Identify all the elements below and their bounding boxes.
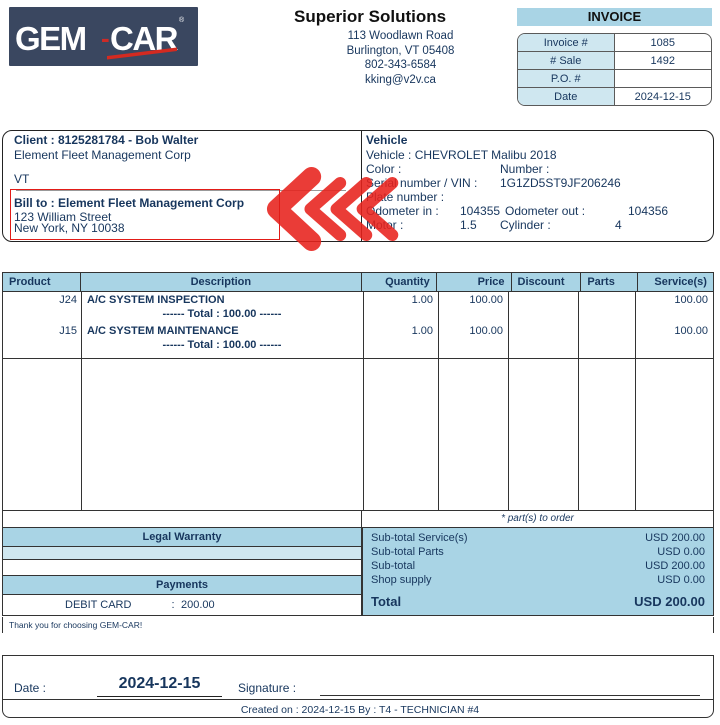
svg-text:-: - <box>101 23 110 53</box>
svg-text:GEM: GEM <box>15 20 86 57</box>
svg-text:®: ® <box>179 16 185 24</box>
